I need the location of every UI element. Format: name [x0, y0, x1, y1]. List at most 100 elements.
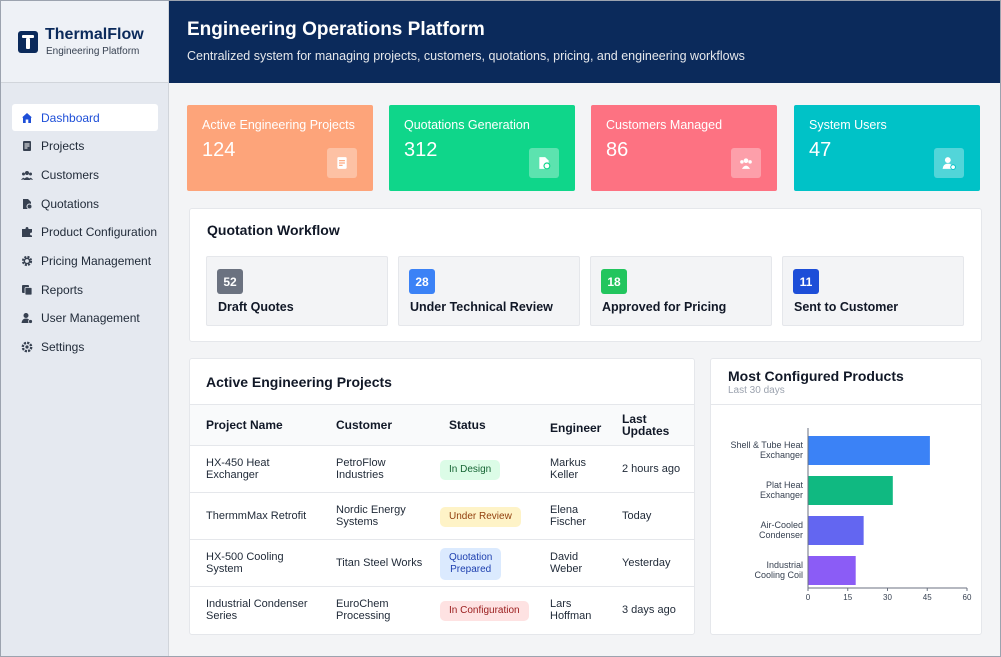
sidebar-item-label: Product Configuration — [41, 225, 158, 240]
stat-value: 86 — [606, 139, 629, 161]
x-tick-label: 45 — [923, 593, 932, 602]
sidebar-nav: Dashboard Projects Customers Quotations — [12, 104, 158, 362]
workflow-title: Quotation Workflow — [207, 222, 340, 238]
stat-label: Active Engineering Projects — [202, 118, 355, 132]
col-last-updates-line1: Last — [622, 412, 647, 426]
sidebar-item-label: Customers — [41, 167, 100, 182]
col-engineer[interactable]: Engineer — [550, 421, 602, 435]
customer-cell: PetroFlow Industries — [336, 457, 386, 481]
category-label: Condenser — [759, 530, 803, 540]
sidebar-item-label: Reports — [41, 282, 84, 297]
sidebar-item-settings[interactable]: Settings — [12, 334, 158, 361]
workflow-step-sent[interactable]: 11 Sent to Customer — [782, 256, 964, 326]
stat-value: 312 — [404, 139, 438, 161]
bar-3 — [808, 516, 864, 545]
table-row[interactable]: Industrial Condenser Series EuroChem Proce… — [190, 587, 694, 634]
step-label: Under Technical Review — [410, 300, 553, 314]
sidebar-item-label: User Management — [41, 311, 140, 326]
project-name-cell: HX-500 Cooling System — [206, 551, 284, 575]
x-tick-label: 0 — [806, 593, 811, 602]
workflow-step-review[interactable]: 28 Under Technical Review — [398, 256, 580, 326]
category-label: Industrial — [766, 560, 803, 570]
table-header: Project Name Customer Status Engineer La… — [190, 404, 694, 446]
customer-cell: Nordic Energy Systems — [336, 504, 406, 528]
project-name-cell: HX-450 Heat Exchanger — [206, 457, 270, 481]
home-icon — [21, 112, 33, 124]
step-count-badge: 52 — [217, 269, 243, 294]
document-icon — [327, 148, 357, 178]
chart-title: Most Configured Products — [728, 368, 904, 384]
sidebar-item-user-management[interactable]: User Management — [12, 305, 158, 332]
sidebar-item-product-configuration[interactable]: Product Configuration — [12, 219, 158, 246]
x-tick-label: 30 — [883, 593, 892, 602]
sidebar-item-label: Quotations — [41, 196, 100, 211]
projects-panel: Active Engineering Projects Project Name… — [189, 358, 695, 635]
customer-cell: EuroChem Processing — [336, 598, 391, 622]
workflow-step-draft[interactable]: 52 Draft Quotes — [206, 256, 388, 326]
stat-label: Quotations Generation — [404, 118, 530, 132]
engineer-cell: Lars Hoffman — [550, 598, 592, 622]
puzzle-icon — [21, 226, 33, 238]
settings-icon — [21, 341, 33, 353]
sidebar-item-projects[interactable]: Projects — [12, 133, 158, 160]
col-last-updates[interactable]: Last Updates — [622, 413, 669, 437]
engineer-cell: Markus Keller — [550, 457, 587, 481]
category-label: Shell & Tube Heat — [730, 440, 803, 450]
table-row[interactable]: HX-500 Cooling System Titan Steel Works Q… — [190, 540, 694, 587]
projects-title: Active Engineering Projects — [206, 374, 392, 390]
col-customer[interactable]: Customer — [336, 418, 393, 432]
chart-divider — [711, 404, 981, 405]
stat-card-quotations[interactable]: Quotations Generation 312 — [389, 105, 575, 191]
step-label: Draft Quotes — [218, 300, 294, 314]
users-icon — [731, 148, 761, 178]
col-status[interactable]: Status — [449, 418, 486, 432]
stat-card-active-projects[interactable]: Active Engineering Projects 124 — [187, 105, 373, 191]
category-label: Cooling Coil — [754, 570, 803, 580]
step-label: Approved for Pricing — [602, 300, 727, 314]
sidebar-item-customers[interactable]: Customers — [12, 161, 158, 188]
brand-subtitle: Engineering Platform — [46, 46, 140, 57]
stat-card-customers[interactable]: Customers Managed 86 — [591, 105, 777, 191]
document-icon — [21, 140, 33, 152]
step-label: Sent to Customer — [794, 300, 899, 314]
quotation-workflow-panel: Quotation Workflow 52 Draft Quotes 28 Un… — [189, 208, 982, 342]
bar-4 — [808, 556, 856, 585]
users-icon — [21, 169, 33, 181]
reports-icon — [21, 284, 33, 296]
brand-title: ThermalFlow — [45, 26, 144, 43]
workflow-step-approved[interactable]: 18 Approved for Pricing — [590, 256, 772, 326]
sidebar-item-label: Projects — [41, 139, 85, 154]
category-label: Exchanger — [760, 490, 803, 500]
user-cog-icon — [934, 148, 964, 178]
stat-value: 124 — [202, 139, 236, 161]
updated-cell: 3 days ago — [622, 604, 676, 616]
sidebar-item-dashboard[interactable]: Dashboard — [12, 104, 158, 131]
sidebar-item-quotations[interactable]: Quotations — [12, 190, 158, 217]
brand: ThermalFlow Engineering Platform — [1, 1, 168, 83]
stat-card-system-users[interactable]: System Users 47 — [794, 105, 980, 191]
stat-label: Customers Managed — [606, 118, 723, 132]
stat-value: 47 — [809, 139, 832, 161]
sidebar-item-reports[interactable]: Reports — [12, 276, 158, 303]
table-row[interactable]: HX-450 Heat Exchanger PetroFlow Industries… — [190, 446, 694, 493]
status-badge: Quotation Prepared — [440, 548, 502, 580]
updated-cell: Yesterday — [622, 557, 671, 569]
products-chart-panel: Most Configured Products Last 30 days Sh… — [710, 358, 982, 635]
engineer-cell: David Weber — [550, 551, 583, 575]
updated-cell: Today — [622, 510, 652, 522]
user-cog-icon — [21, 312, 33, 325]
page-title: Engineering Operations Platform — [187, 19, 485, 40]
x-tick-label: 60 — [963, 593, 972, 602]
col-project-name[interactable]: Project Name — [206, 418, 283, 432]
step-count-badge: 11 — [793, 269, 819, 294]
status-badge: In Design — [440, 460, 501, 480]
bar-2 — [808, 476, 893, 505]
table-row[interactable]: ThermmMax Retrofit Nordic Energy Systems … — [190, 493, 694, 540]
sidebar-item-label: Dashboard — [41, 110, 100, 125]
col-last-updates-line2: Updates — [622, 424, 670, 438]
category-label: Air-Cooled — [760, 520, 803, 530]
sidebar-item-pricing-management[interactable]: Pricing Management — [12, 247, 158, 274]
sidebar-item-label: Settings — [41, 340, 85, 354]
